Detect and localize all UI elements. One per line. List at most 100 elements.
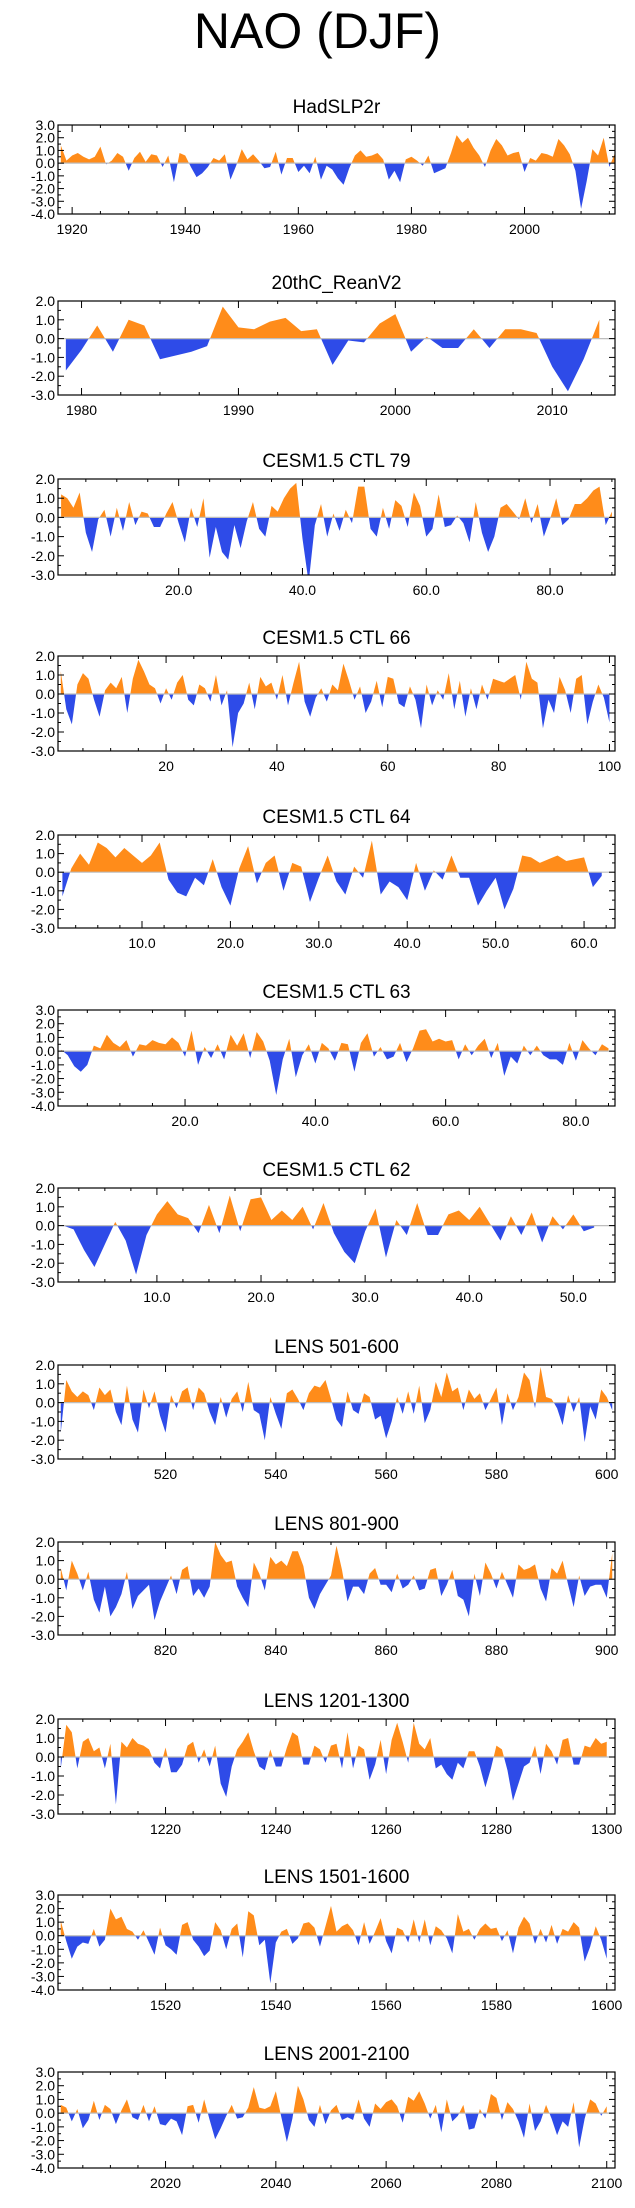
y-tick-label: -2.0 bbox=[31, 1955, 55, 1971]
negative-anomaly-area bbox=[63, 1225, 595, 1275]
x-tick-label: 1960 bbox=[283, 221, 314, 237]
chart-panel: CESM1.5 CTL 64 2.0 1.0 0.0 -1.0 -2.0 -3.0 10.0 2… bbox=[31, 807, 616, 951]
x-tick-label: 1520 bbox=[150, 1997, 181, 2013]
x-tick-label: 80 bbox=[491, 758, 507, 774]
x-tick-label: 1300 bbox=[591, 1821, 622, 1837]
y-tick-label: 2.0 bbox=[36, 1180, 56, 1196]
positive-anomaly-area bbox=[60, 135, 615, 164]
y-tick-label: 3.0 bbox=[36, 1002, 56, 1018]
y-tick-label: 2.0 bbox=[36, 827, 56, 843]
y-tick-label: -4.0 bbox=[31, 1982, 55, 1998]
chart-panel: LENS 1201-1300 2.0 1.0 0.0 -1.0 -2.0 -3.0 1220 1… bbox=[31, 1691, 623, 1837]
plot-frame bbox=[57, 2071, 616, 2169]
chart-panel: CESM1.5 CTL 62 2.0 1.0 0.0 -1.0 -2.0 -3.0 10.0 2… bbox=[31, 1160, 616, 1305]
y-tick-label: 1.0 bbox=[36, 2091, 56, 2107]
x-tick-label: 2000 bbox=[380, 402, 411, 418]
y-tick-label: 3.0 bbox=[36, 117, 56, 133]
y-tick-label: 2.0 bbox=[36, 1711, 56, 1727]
y-tick-label: -1.0 bbox=[31, 2119, 55, 2135]
y-tick-label: -1.0 bbox=[31, 705, 55, 721]
negative-anomaly-area bbox=[68, 2113, 603, 2148]
x-tick-label: 820 bbox=[154, 1642, 178, 1658]
y-tick-label: 0.0 bbox=[36, 1571, 56, 1587]
x-tick-label: 100 bbox=[598, 758, 622, 774]
y-tick-label: -3.0 bbox=[31, 387, 55, 403]
y-tick-label: -3.0 bbox=[31, 1274, 55, 1290]
y-tick-label: -2.0 bbox=[31, 1255, 55, 1271]
positive-anomaly-area bbox=[60, 1905, 607, 1936]
x-tick-label: 80.0 bbox=[562, 1113, 589, 1129]
x-tick-label: 50.0 bbox=[482, 935, 509, 951]
y-tick-label: -1.0 bbox=[31, 349, 55, 365]
y-tick-label: 1.0 bbox=[36, 1914, 56, 1930]
negative-anomaly-area bbox=[62, 1051, 598, 1096]
y-tick-label: 2.0 bbox=[36, 471, 56, 487]
x-tick-label: 840 bbox=[264, 1642, 288, 1658]
y-tick-label: 2.0 bbox=[36, 2078, 56, 2094]
positive-anomaly-area bbox=[113, 1195, 581, 1226]
y-tick-label: -1.0 bbox=[31, 1413, 55, 1429]
page-title: NAO (DJF) bbox=[193, 3, 442, 59]
positive-anomaly-area bbox=[60, 1542, 613, 1580]
x-tick-label: 860 bbox=[374, 1642, 398, 1658]
chart-title: CESM1.5 CTL 66 bbox=[262, 628, 410, 649]
chart-title: LENS 501-600 bbox=[274, 1337, 399, 1358]
x-tick-label: 20 bbox=[158, 758, 174, 774]
chart-panel: LENS 2001-2100 3.02.01.00.0-1.0-2.0-3.0-4… bbox=[31, 2044, 623, 2191]
x-tick-label: 30.0 bbox=[352, 1289, 379, 1305]
x-tick-label: 20.0 bbox=[217, 935, 244, 951]
chart-title: CESM1.5 CTL 62 bbox=[262, 1160, 410, 1181]
x-tick-label: 40.0 bbox=[456, 1289, 483, 1305]
x-tick-label: 540 bbox=[264, 1466, 288, 1482]
negative-anomaly-area bbox=[60, 1402, 613, 1443]
x-tick-label: 2000 bbox=[509, 221, 540, 237]
y-tick-label: 1.0 bbox=[36, 490, 56, 506]
y-tick-label: -1.0 bbox=[31, 1590, 55, 1606]
x-tick-label: 1280 bbox=[481, 1821, 512, 1837]
chart-panel: HadSLP2r 3.02.01.00.0-1.0-2.0-3.0-4.01920… bbox=[31, 97, 616, 237]
positive-anomaly-area bbox=[61, 482, 612, 518]
y-tick-label: -2.0 bbox=[31, 901, 55, 917]
y-tick-label: 0.0 bbox=[36, 686, 56, 702]
y-tick-label: 2.0 bbox=[36, 1016, 56, 1032]
y-tick-label: -2.0 bbox=[31, 548, 55, 564]
positive-anomaly-area bbox=[60, 2085, 607, 2114]
y-tick-label: -2.0 bbox=[31, 368, 55, 384]
y-tick-label: -1.0 bbox=[31, 168, 55, 184]
x-tick-label: 520 bbox=[154, 1466, 178, 1482]
y-tick-label: -2.0 bbox=[31, 1787, 55, 1803]
chart-panel: LENS 801-900 2.0 1.0 0.0 -1.0 -2.0 -3.0 820 840 8… bbox=[31, 1514, 619, 1658]
x-tick-label: 2040 bbox=[260, 2175, 291, 2191]
x-tick-label: 900 bbox=[595, 1642, 619, 1658]
y-tick-label: -2.0 bbox=[31, 1432, 55, 1448]
x-tick-label: 2100 bbox=[591, 2175, 622, 2191]
y-tick-label: 2.0 bbox=[36, 1534, 56, 1550]
y-tick-label: 3.0 bbox=[36, 1887, 56, 1903]
x-tick-label: 40.0 bbox=[289, 582, 316, 598]
y-tick-label: -3.0 bbox=[31, 1084, 55, 1100]
positive-anomaly-area bbox=[61, 1029, 609, 1052]
y-tick-label: -3.0 bbox=[31, 1451, 55, 1467]
y-tick-label: 1.0 bbox=[36, 1199, 56, 1215]
x-tick-label: 50.0 bbox=[560, 1289, 587, 1305]
y-tick-label: -3.0 bbox=[31, 567, 55, 583]
y-tick-label: 1.0 bbox=[36, 1553, 56, 1569]
y-tick-label: -3.0 bbox=[31, 2146, 55, 2162]
x-tick-label: 1560 bbox=[371, 1997, 402, 2013]
negative-anomaly-area bbox=[83, 517, 610, 576]
chart-panel: LENS 1501-1600 3.02.01.00.0-1.0-2.0-3.0-4… bbox=[31, 1867, 623, 2013]
x-tick-label: 880 bbox=[485, 1642, 509, 1658]
x-tick-label: 20.0 bbox=[171, 1113, 198, 1129]
y-tick-label: 1.0 bbox=[36, 1376, 56, 1392]
x-tick-label: 1990 bbox=[223, 402, 254, 418]
x-tick-label: 60.0 bbox=[570, 935, 597, 951]
negative-anomaly-area bbox=[64, 1935, 607, 1984]
x-tick-label: 1220 bbox=[150, 1821, 181, 1837]
x-tick-label: 560 bbox=[374, 1466, 398, 1482]
y-tick-label: -1.0 bbox=[31, 529, 55, 545]
y-tick-label: 2.0 bbox=[36, 293, 56, 309]
y-tick-label: 0.0 bbox=[36, 331, 56, 347]
negative-anomaly-area bbox=[105, 163, 611, 209]
y-tick-label: 0.0 bbox=[36, 1928, 56, 1944]
